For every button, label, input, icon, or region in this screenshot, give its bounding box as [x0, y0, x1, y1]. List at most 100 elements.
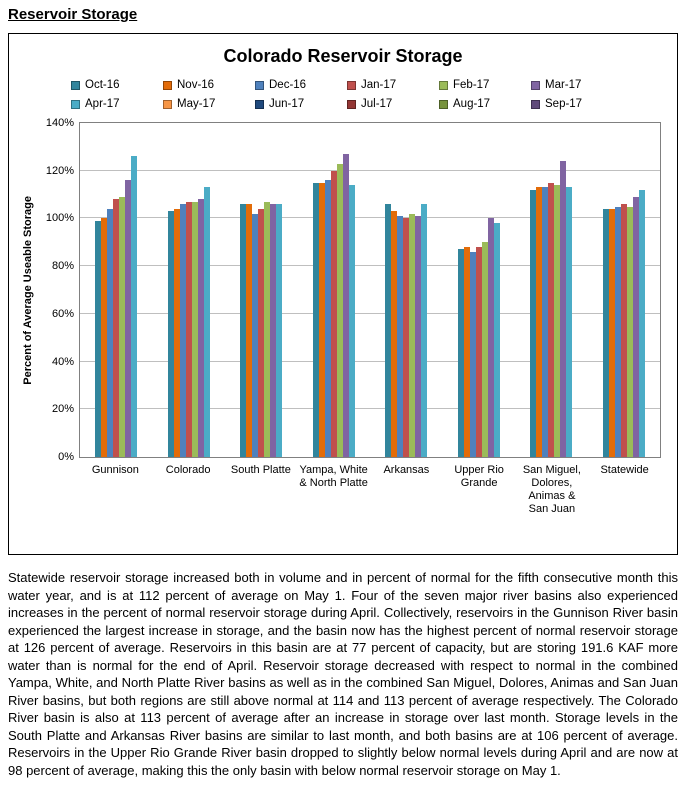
bar-oct-16 [385, 204, 392, 457]
bar-dec-16 [469, 251, 476, 457]
y-tick-label: 0% [58, 451, 74, 463]
bar-oct-16 [602, 208, 609, 457]
bar-group [153, 123, 226, 457]
y-tick-label: 100% [45, 212, 74, 225]
bar-jan-17 [620, 204, 627, 457]
bar-oct-16 [312, 182, 319, 457]
bar-group [225, 123, 298, 457]
x-axis-category-label: Statewide [600, 464, 649, 476]
legend-swatch [255, 80, 264, 90]
legend-item-jun-17: Jun-17 [255, 98, 339, 110]
x-axis-category-label: South Platte [230, 464, 291, 476]
bar-apr-17 [276, 204, 283, 457]
legend-item-jul-17: Jul-17 [347, 98, 431, 110]
x-axis-category-label: Upper Rio Grande [454, 464, 504, 489]
gridline [80, 408, 660, 410]
bar-feb-17 [481, 242, 488, 457]
bar-dec-16 [614, 206, 621, 457]
bar-mar-17 [632, 196, 639, 457]
bar-jan-17 [185, 201, 192, 457]
page-title: Reservoir Storage [8, 6, 138, 23]
legend-swatch [531, 80, 540, 90]
bar-apr-17 [566, 187, 573, 457]
legend-swatch [347, 99, 356, 109]
bar-oct-16 [95, 220, 102, 457]
bar-nov-16 [608, 208, 615, 457]
legend-item-nov-16: Nov-16 [163, 79, 247, 91]
x-axis-category-label: Colorado [165, 464, 211, 476]
bar-mar-17 [342, 154, 349, 457]
bar-jan-17 [113, 199, 120, 457]
bar-group [298, 123, 371, 457]
legend-label: Apr-17 [85, 98, 120, 110]
legend-item-mar-17: Mar-17 [531, 79, 615, 91]
legend-item-oct-16: Oct-16 [71, 79, 155, 91]
y-tick-label: 40% [51, 355, 74, 368]
x-axis-category-label: Arkansas [383, 464, 430, 476]
bar-dec-16 [324, 180, 331, 457]
bar-jan-17 [403, 218, 410, 457]
bar-group [370, 123, 443, 457]
bar-mar-17 [560, 161, 567, 457]
bar-feb-17 [554, 185, 561, 457]
legend-item-jan-17: Jan-17 [347, 79, 431, 91]
y-axis-label: Percent of Average Useable Storage [22, 195, 34, 385]
bar-group [443, 123, 516, 457]
legend-swatch [71, 80, 80, 90]
bar-mar-17 [197, 199, 204, 457]
bar-feb-17 [191, 201, 198, 457]
body-paragraph: Statewide reservoir storage increased bo… [8, 570, 678, 778]
bar-dec-16 [542, 187, 549, 457]
legend-swatch [71, 99, 80, 109]
legend-item-sep-17: Sep-17 [531, 98, 615, 110]
y-tick-label: 80% [51, 260, 74, 273]
legend-swatch [255, 99, 264, 109]
bar-apr-17 [348, 185, 355, 457]
legend-label: Sep-17 [545, 98, 583, 110]
legend-swatch [347, 80, 356, 90]
legend-item-feb-17: Feb-17 [439, 79, 523, 91]
legend-swatch [439, 80, 448, 90]
bar-mar-17 [415, 216, 422, 457]
bar-nov-16 [173, 208, 180, 457]
bar-group [588, 123, 661, 457]
y-tick-label: 60% [51, 307, 74, 320]
legend-label: Oct-16 [85, 79, 120, 91]
bar-jan-17 [548, 182, 555, 457]
legend-item-dec-16: Dec-16 [255, 79, 339, 91]
gridline [80, 217, 660, 219]
legend-item-may-17: May-17 [163, 98, 247, 110]
bar-apr-17 [203, 187, 210, 457]
legend-item-aug-17: Aug-17 [439, 98, 523, 110]
y-tick-label: 20% [51, 403, 74, 416]
bar-jan-17 [330, 170, 337, 457]
bar-nov-16 [246, 204, 253, 457]
y-tick-label: 120% [45, 164, 74, 177]
bar-mar-17 [270, 204, 277, 457]
bar-oct-16 [167, 211, 174, 457]
legend-swatch [163, 80, 172, 90]
legend-label: Jul-17 [361, 98, 393, 110]
legend-label: Jun-17 [269, 98, 305, 110]
chart-title: Colorado Reservoir Storage [223, 46, 463, 66]
bar-nov-16 [318, 182, 325, 457]
bar-mar-17 [487, 218, 494, 457]
legend-label: Nov-16 [177, 79, 215, 91]
bar-dec-16 [107, 208, 114, 457]
bar-oct-16 [457, 249, 464, 457]
legend-label: Mar-17 [545, 79, 582, 91]
chart-body: Percent of Average Useable Storage 0% 20%… [19, 117, 667, 516]
bar-group [515, 123, 588, 457]
legend-label: Jan-17 [361, 79, 397, 91]
x-axis-labels: Gunnison Colorado South Platte Yampa, White… [79, 464, 661, 516]
legend-item-apr-17: Apr-17 [71, 98, 155, 110]
bar-jan-17 [475, 247, 482, 457]
bar-oct-16 [530, 189, 537, 457]
bar-feb-17 [119, 196, 126, 457]
bar-feb-17 [626, 206, 633, 457]
gridline [80, 265, 660, 267]
bar-dec-16 [252, 213, 259, 457]
bar-apr-17 [493, 223, 500, 457]
y-axis-label-column: Percent of Average Useable Storage [19, 122, 37, 458]
bar-group [80, 123, 153, 457]
